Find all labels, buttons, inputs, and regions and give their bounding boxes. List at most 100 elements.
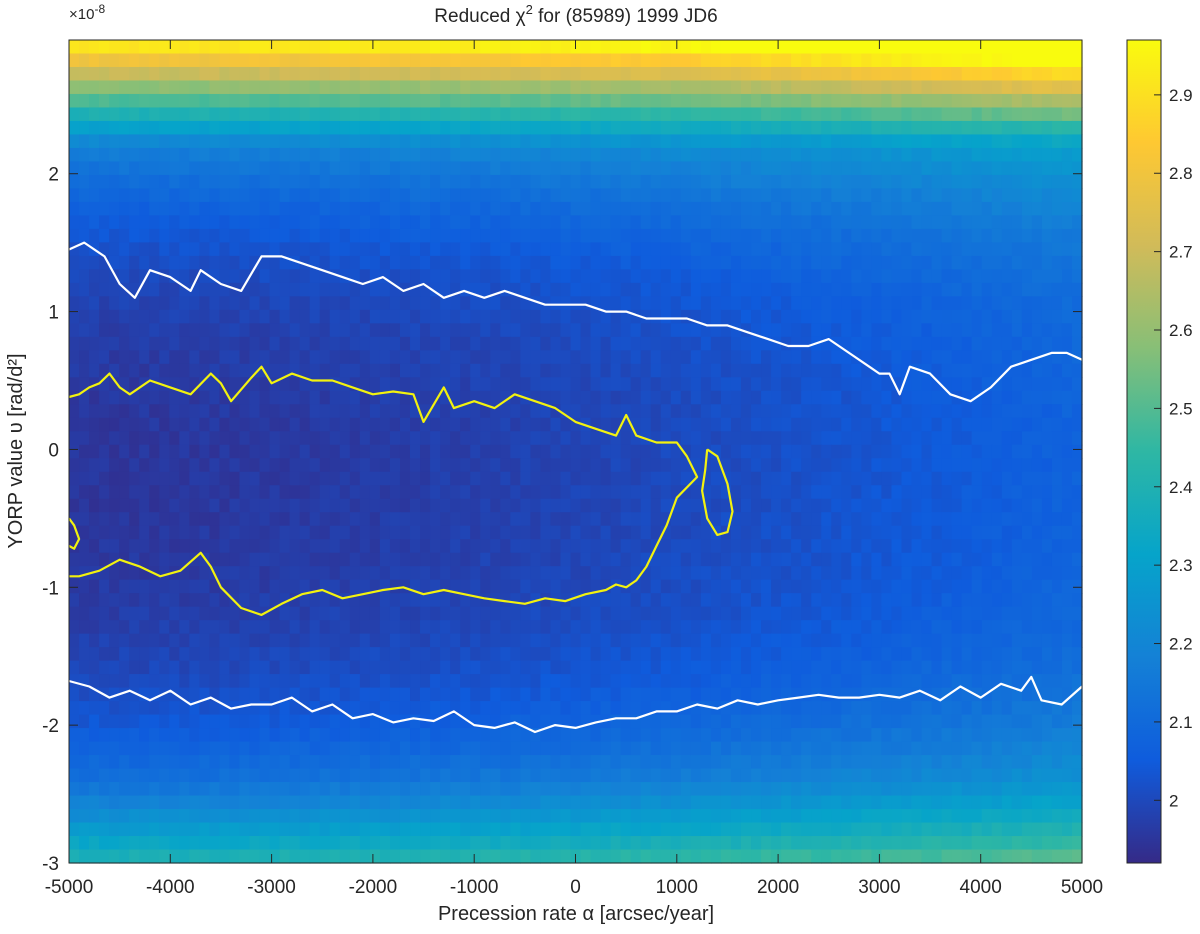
heatmap-cell — [1051, 525, 1063, 540]
heatmap-cell — [1021, 431, 1033, 446]
heatmap-cell — [339, 174, 351, 190]
heatmap-cell — [901, 350, 913, 365]
heatmap-cell — [199, 323, 211, 338]
heatmap-cell — [580, 404, 592, 419]
heatmap-cell — [640, 80, 652, 95]
heatmap-cell — [811, 525, 822, 540]
heatmap-cell — [590, 579, 602, 594]
heatmap-cell — [1051, 512, 1063, 527]
heatmap-cell — [901, 174, 913, 190]
heatmap-cell — [781, 552, 792, 567]
heatmap-cell — [530, 228, 541, 243]
heatmap-cell — [781, 309, 792, 324]
heatmap-cell — [610, 660, 622, 675]
heatmap-cell — [630, 134, 642, 149]
heatmap-cell — [831, 377, 842, 392]
heatmap-cell — [450, 498, 461, 513]
heatmap-cell — [500, 566, 511, 581]
heatmap-cell — [620, 498, 632, 513]
heatmap-cell — [299, 377, 311, 392]
heatmap-cell — [399, 390, 411, 405]
heatmap-cell — [991, 525, 1003, 540]
heatmap-cell — [219, 701, 231, 716]
heatmap-cell — [359, 269, 371, 284]
heatmap-cell — [99, 539, 110, 554]
heatmap-cell — [249, 444, 261, 459]
heatmap-cell — [219, 566, 231, 581]
heatmap-cell — [309, 620, 321, 635]
heatmap-cell — [79, 390, 90, 405]
heatmap-cell — [420, 188, 431, 203]
heatmap-cell — [801, 201, 812, 216]
heatmap-cell — [700, 93, 712, 109]
heatmap-cell — [139, 620, 150, 635]
heatmap-cell — [99, 593, 110, 608]
heatmap-cell — [821, 269, 832, 284]
heatmap-cell — [761, 512, 772, 527]
heatmap-cell — [1031, 539, 1043, 554]
heatmap-cell — [861, 201, 872, 216]
heatmap-cell — [791, 687, 802, 702]
heatmap-cell — [730, 242, 742, 257]
heatmap-cell — [89, 606, 100, 621]
heatmap-cell — [751, 107, 762, 122]
heatmap-cell — [470, 498, 481, 513]
heatmap-cell — [89, 458, 100, 473]
heatmap-cell — [781, 431, 792, 446]
heatmap-cell — [550, 431, 562, 446]
heatmap-cell — [349, 620, 361, 635]
heatmap-cell — [560, 633, 572, 648]
heatmap-cell — [460, 107, 471, 122]
heatmap-cell — [851, 80, 862, 95]
heatmap-cell — [580, 269, 592, 284]
heatmap-cell — [159, 188, 170, 203]
heatmap-cell — [460, 309, 471, 324]
heatmap-cell — [299, 525, 311, 540]
heatmap-cell — [159, 593, 170, 608]
heatmap-cell — [139, 201, 150, 216]
heatmap-cell — [530, 174, 541, 190]
heatmap-cell — [771, 431, 782, 446]
heatmap-cell — [119, 147, 130, 163]
heatmap-cell — [319, 458, 331, 473]
heatmap-cell — [700, 674, 712, 689]
heatmap-cell — [410, 660, 421, 675]
heatmap-cell — [710, 336, 722, 351]
heatmap-cell — [650, 255, 662, 270]
heatmap-cell — [169, 620, 180, 635]
heatmap-cell — [389, 255, 401, 270]
heatmap-cell — [720, 66, 732, 82]
heatmap-cell — [1071, 377, 1083, 392]
heatmap-cell — [700, 134, 712, 149]
heatmap-cell — [490, 633, 501, 648]
heatmap-cell — [811, 309, 822, 324]
heatmap-cell — [710, 620, 722, 635]
heatmap-cell — [470, 566, 481, 581]
heatmap-cell — [911, 552, 923, 567]
heatmap-cell — [1041, 255, 1053, 270]
heatmap-cell — [219, 242, 231, 257]
heatmap-cell — [700, 282, 712, 297]
heatmap-cell — [670, 674, 682, 689]
heatmap-cell — [239, 188, 251, 203]
heatmap-cell — [339, 120, 351, 136]
heatmap-cell — [600, 687, 612, 702]
heatmap-cell — [630, 255, 642, 270]
heatmap-cell — [941, 660, 953, 675]
heatmap-cell — [881, 134, 893, 149]
heatmap-cell — [700, 647, 712, 662]
heatmap-cell — [169, 147, 180, 163]
heatmap-cell — [169, 134, 180, 149]
heatmap-cell — [369, 93, 381, 109]
heatmap-cell — [871, 593, 883, 608]
heatmap-cell — [119, 134, 130, 149]
heatmap-cell — [871, 566, 883, 581]
heatmap-cell — [690, 431, 702, 446]
heatmap-cell — [109, 701, 120, 716]
heatmap-cell — [580, 107, 592, 122]
heatmap-cell — [720, 53, 732, 68]
heatmap-cell — [480, 458, 491, 473]
heatmap-cell — [269, 552, 281, 567]
heatmap-cell — [1001, 566, 1013, 581]
heatmap-cell — [730, 363, 742, 378]
